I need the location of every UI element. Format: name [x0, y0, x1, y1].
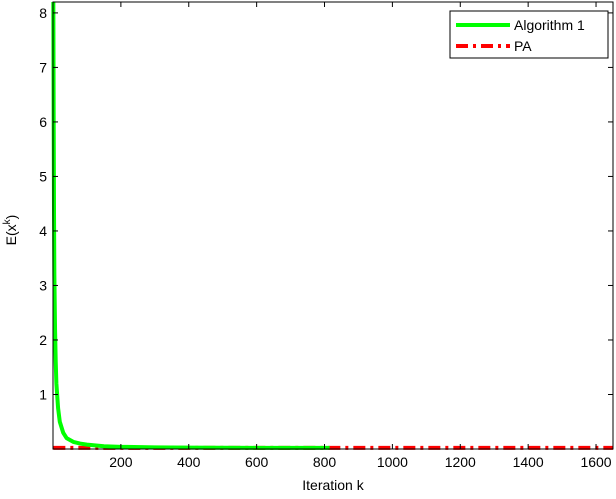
y-axis-label-close: ): [3, 215, 19, 220]
y-axis-label: E(xk): [2, 215, 19, 246]
y-tick-label: 2: [39, 332, 47, 348]
y-tick-label: 6: [39, 114, 47, 130]
x-tick-label: 600: [245, 454, 269, 470]
x-tick-label: 1000: [377, 454, 408, 470]
x-tick-label: 1400: [513, 454, 544, 470]
legend: Algorithm 1 PA: [449, 10, 609, 59]
plot-area-background: [53, 2, 613, 449]
legend-label-algorithm-1: Algorithm 1: [514, 17, 585, 33]
y-axis-label-base: E(x: [3, 224, 19, 245]
series-line-algorithm-1: [51, 1, 330, 450]
y-tick-label: 3: [39, 277, 47, 293]
plot-area-frame: [52, 1, 614, 450]
x-tick-label: 800: [313, 454, 337, 470]
x-tick-label: 400: [177, 454, 201, 470]
y-tick-label: 4: [39, 223, 47, 239]
x-tick-label: 1600: [580, 454, 611, 470]
legend-label-pa: PA: [514, 38, 532, 54]
x-axis-label: Iteration k: [302, 477, 364, 493]
tick-layer: 200 400 600 800 1000 1200 1400 1600 1 2 3 4 5 6 7 8: [39, 2, 613, 470]
x-tick-label: 200: [109, 454, 133, 470]
legend-box: [449, 10, 609, 59]
y-tick-label: 8: [39, 5, 47, 21]
series-layer: [51, 1, 613, 450]
y-tick-label: 1: [39, 386, 47, 402]
y-tick-label: 7: [39, 59, 47, 75]
y-axis-label-superscript: k: [2, 218, 13, 224]
y-tick-label: 5: [39, 168, 47, 184]
x-tick-label: 1200: [445, 454, 476, 470]
